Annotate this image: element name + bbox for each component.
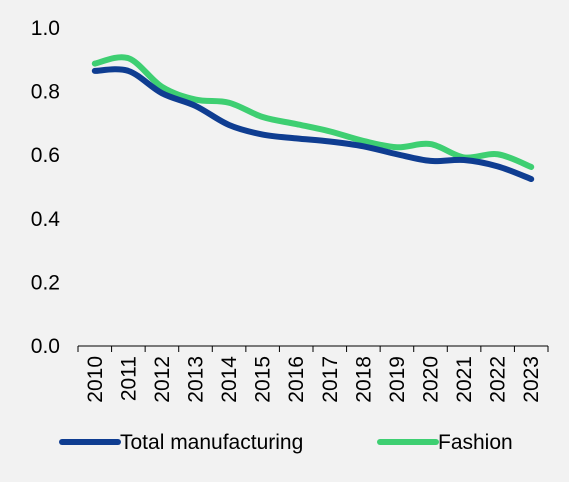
x-tick-label: 2019 (386, 356, 409, 403)
x-tick-label: 2013 (185, 356, 208, 403)
x-tick-label: 2018 (352, 356, 375, 403)
x-tick-label: 2010 (84, 356, 107, 403)
x-tick-label: 2021 (453, 356, 476, 403)
y-tick-label: 0.4 (31, 208, 61, 231)
y-axis: 0.0 0.2 0.4 0.6 0.8 1.0 (31, 17, 61, 358)
y-tick-label: 0.6 (31, 144, 60, 167)
series-line-fashion (91, 54, 535, 170)
y-tick-label: 0.8 (31, 81, 60, 104)
x-tick-label: 2020 (420, 356, 443, 403)
x-tick-label: 2012 (151, 356, 174, 403)
x-axis: 2010 2011 2012 2013 2014 2015 2016 2017 2018 2019… (77, 345, 549, 403)
legend-label: Total manufacturing (120, 431, 303, 454)
x-tick-label: 2017 (319, 356, 342, 403)
x-tick-label: 2022 (487, 356, 510, 403)
x-tick-label: 2011 (117, 356, 140, 401)
series-lines (91, 54, 535, 183)
y-tick-label: 0.0 (31, 335, 60, 358)
y-tick-label: 0.2 (31, 271, 60, 294)
legend-label: Fashion (438, 431, 513, 454)
y-tick-label: 1.0 (31, 17, 60, 40)
x-tick-label: 2015 (252, 356, 275, 403)
series-line-total-manufacturing (91, 66, 535, 183)
x-tick-label: 2014 (218, 356, 241, 403)
x-tick-label: 2023 (520, 356, 543, 403)
legend: Total manufacturing Fashion (59, 431, 513, 454)
x-tick-label: 2016 (285, 356, 308, 403)
